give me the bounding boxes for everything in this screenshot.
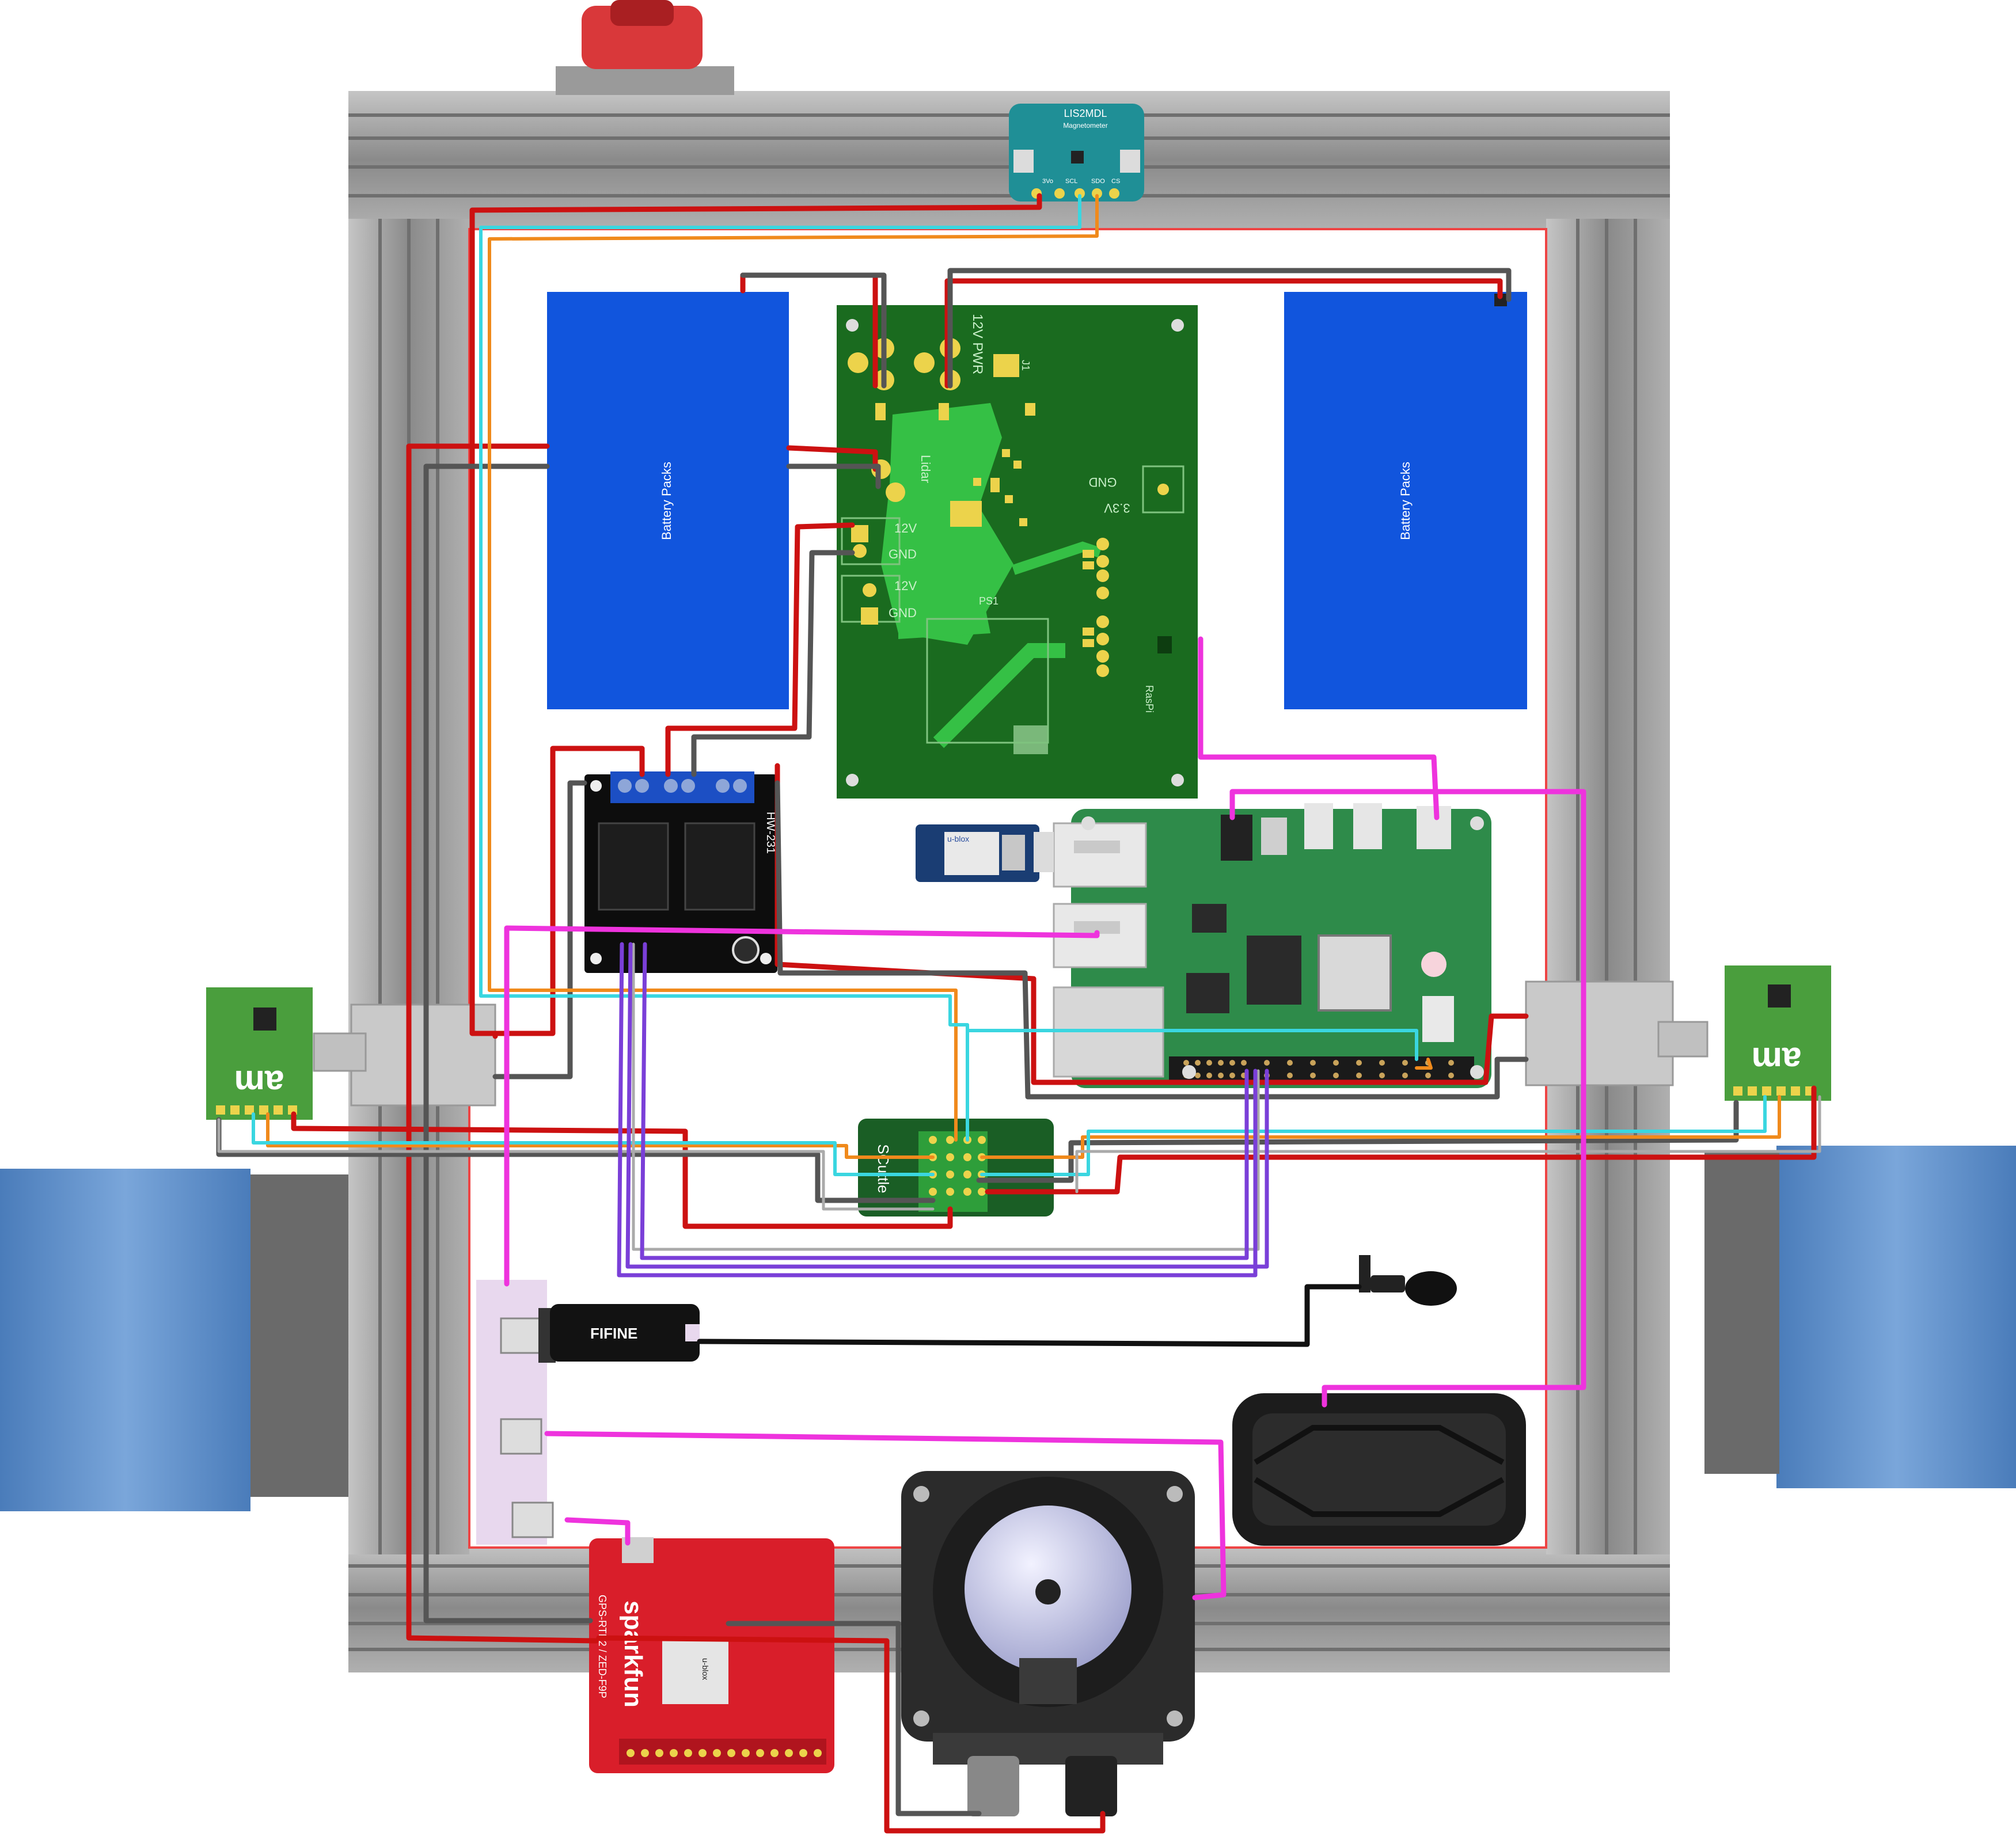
sparkfun-gnss-board: sparkfun GPS-RTK2 / ZED-F9P u-blox <box>589 1537 834 1773</box>
lidar-sensor <box>901 1471 1195 1816</box>
right-encoder-mount <box>1525 980 1709 1086</box>
mag-pin-sdo: SDO <box>1091 178 1105 185</box>
pcb-label-raspi: RasPi <box>1144 685 1155 713</box>
gnss-subtitle: GPS-RTK2 / ZED-F9P <box>597 1595 608 1698</box>
usb-audio-adapter: FIFINE <box>550 1304 700 1362</box>
motor-driver-label: HW-231 <box>764 812 777 854</box>
usb-hub <box>476 1280 556 1545</box>
wiring <box>216 193 1821 1834</box>
pcb-label-ps1: PS1 <box>979 595 998 607</box>
pcb-label-j1: J1 <box>1020 360 1031 371</box>
magnetometer-title: LIS2MDL <box>1064 108 1107 119</box>
left-wheel <box>0 1169 250 1511</box>
pi-usb-port-top[interactable] <box>1053 822 1147 888</box>
usb-hub-port-2[interactable] <box>500 1418 542 1455</box>
power-distribution-pcb: 12V PWR J1 Lidar GND 3.3V 12V GND 12V GN… <box>837 305 1198 799</box>
pcb-label-lidar: Lidar <box>918 455 933 483</box>
microphone <box>1359 1255 1457 1306</box>
magnetometer-subtitle: Magnetometer <box>1063 121 1107 130</box>
battery-left-label: Battery Packs <box>659 462 674 540</box>
left-wheel-hub <box>250 1174 348 1497</box>
right-encoder-board: am <box>1725 965 1831 1101</box>
emergency-stop-button[interactable] <box>556 0 734 95</box>
pcb-label-gnd: GND <box>1089 475 1117 489</box>
motor-driver-board: HW-231 <box>584 771 777 973</box>
mag-pin-scl: SCL <box>1065 178 1077 185</box>
ublox-dongle-label: u-blox <box>947 834 969 843</box>
mag-pin-cs: CS <box>1111 178 1120 185</box>
qwiic-hub-label: SCuttle <box>875 1144 892 1193</box>
battery-pack-right: Battery Packs <box>1284 292 1527 709</box>
ublox-usb-dongle: u-blox <box>916 824 1054 882</box>
mag-pin-3vo: 3Vo <box>1042 178 1053 185</box>
pcb-label-12v-a: 12V <box>894 521 917 535</box>
right-encoder-logo: am <box>1752 1040 1802 1079</box>
gnss-brand: sparkfun <box>619 1601 647 1708</box>
left-encoder-logo: am <box>234 1063 284 1102</box>
usb-audio-label: FIFINE <box>590 1325 637 1342</box>
bluetooth-speaker <box>1232 1393 1526 1546</box>
battery-pack-left: Battery Packs <box>547 292 789 709</box>
left-encoder-board: am <box>206 987 313 1120</box>
raspberry-pi <box>1053 803 1491 1088</box>
left-encoder-mount <box>313 1003 496 1107</box>
pcb-label-12v-b: 12V <box>894 579 917 593</box>
magnetometer-board: LIS2MDL Magnetometer 3Vo SCL SDO CS <box>1009 104 1144 202</box>
pcb-label-12v-pwr: 12V PWR <box>970 314 985 374</box>
pcb-label-3v3: 3.3V <box>1104 501 1130 515</box>
gnss-ublox-label: u-blox <box>701 1658 710 1680</box>
usb-hub-port-3[interactable] <box>511 1501 554 1538</box>
pcb-label-gnd-a: GND <box>889 547 917 561</box>
pcb-label-gnd-b: GND <box>889 606 917 620</box>
right-wheel <box>1776 1146 2016 1488</box>
battery-right-label: Battery Packs <box>1398 462 1413 540</box>
right-wheel-hub <box>1704 1151 1779 1474</box>
